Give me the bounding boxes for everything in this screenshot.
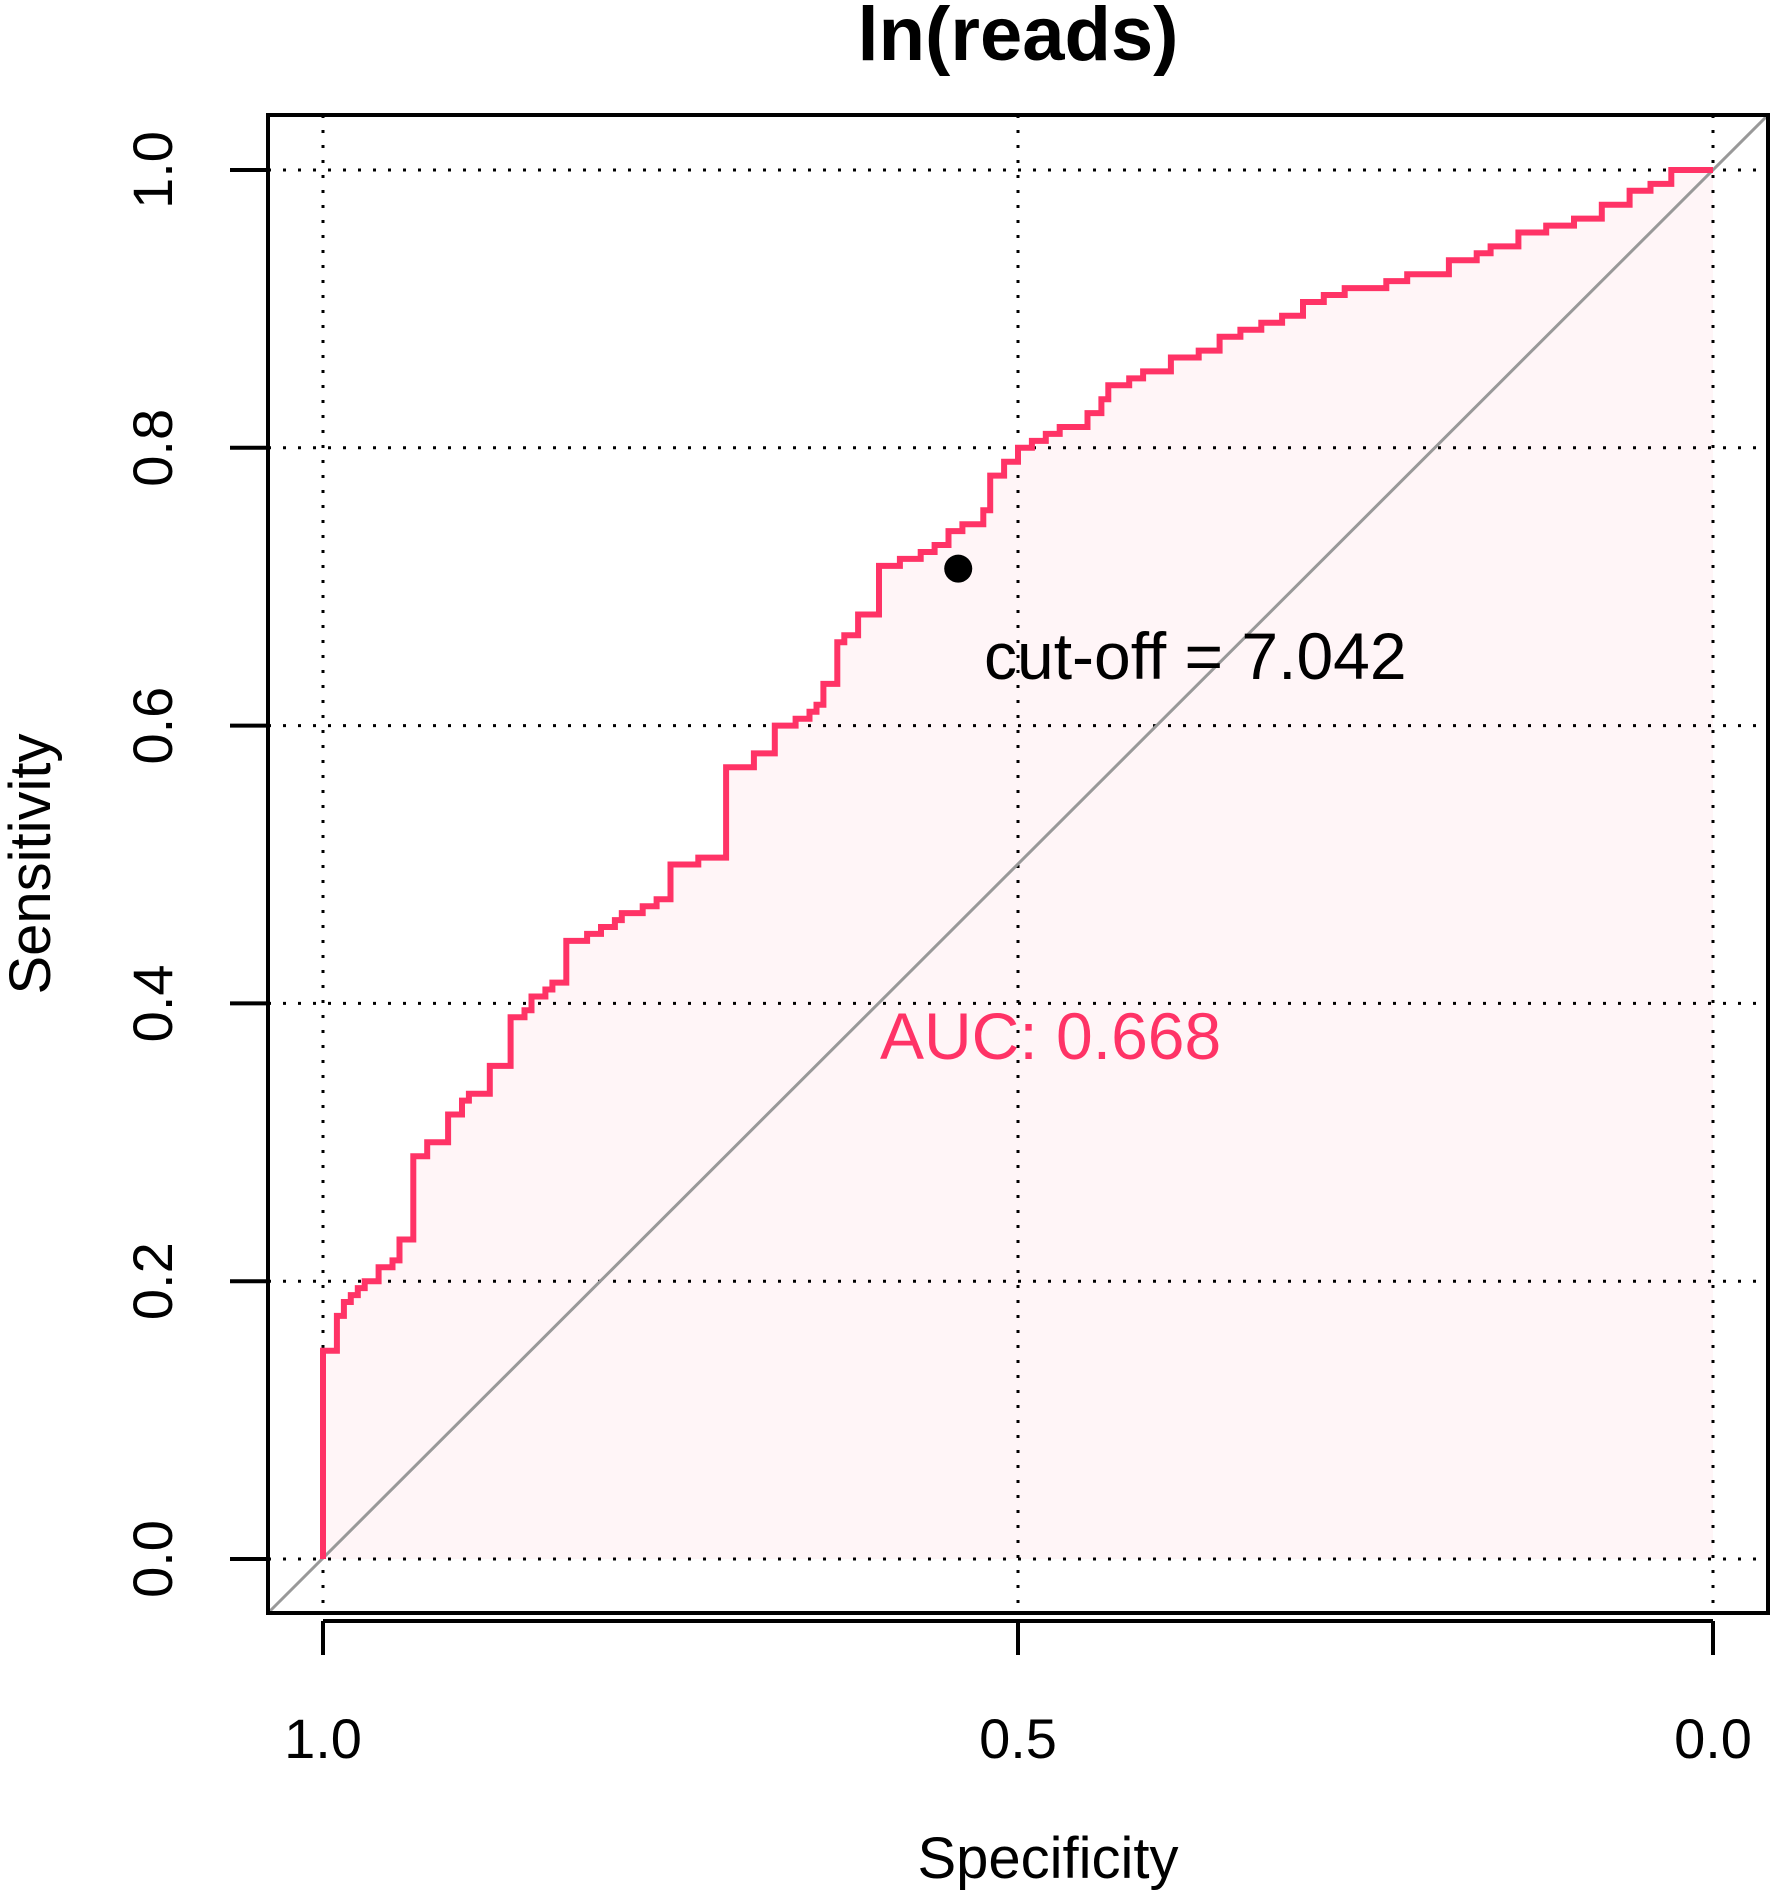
y-tick-label-5: 1.0 xyxy=(121,131,184,209)
y-tick-label-3: 0.6 xyxy=(121,687,184,765)
x-axis: 1.0 0.5 0.0 xyxy=(284,1619,1752,1770)
y-tick-label-0: 0.0 xyxy=(121,1520,184,1598)
chart-title: ln(reads) xyxy=(858,0,1179,77)
x-tick-label-2: 0.0 xyxy=(1674,1707,1752,1770)
x-tick-label-0: 1.0 xyxy=(284,1707,362,1770)
plot-frame xyxy=(266,113,1770,1615)
auc-annotation: AUC: 0.668 xyxy=(880,999,1221,1073)
x-axis-label: Specificity xyxy=(917,1826,1178,1891)
y-tick-label-4: 0.8 xyxy=(121,409,184,487)
x-tick-label-1: 0.5 xyxy=(979,1707,1057,1770)
cutoff-annotation: cut-off = 7.042 xyxy=(984,619,1407,693)
roc-curve xyxy=(320,167,1713,1559)
diagonal-reference-line xyxy=(266,113,1770,1615)
y-tick-label-2: 0.4 xyxy=(121,964,184,1042)
y-axis: 0.0 0.2 0.4 0.6 0.8 1.0 xyxy=(121,131,268,1598)
cutoff-point xyxy=(944,554,973,583)
y-tick-label-1: 0.2 xyxy=(121,1242,184,1320)
y-axis-label: Sensitivity xyxy=(0,733,63,994)
